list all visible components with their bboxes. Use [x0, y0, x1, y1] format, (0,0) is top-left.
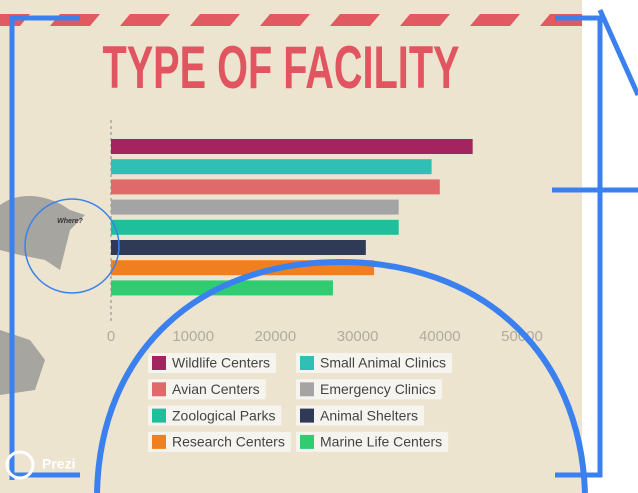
bar	[111, 159, 432, 175]
legend-background	[148, 431, 291, 452]
legend-label: Small Animal Clinics	[320, 355, 446, 371]
legend-background	[148, 379, 266, 400]
prezi-label: Prezi	[42, 456, 75, 472]
legend-background	[296, 431, 449, 452]
x-tick-label: 40000	[419, 328, 461, 345]
legend-label: Zoological Parks	[172, 407, 276, 423]
prezi-logo	[5, 450, 35, 480]
legend-label: Marine Life Centers	[320, 434, 442, 450]
frame-lines	[9, 8, 638, 480]
legend-background	[148, 353, 277, 373]
x-tick-label: 20000	[255, 328, 297, 345]
legend-background	[148, 405, 282, 426]
top-stripes	[0, 14, 582, 26]
bar	[111, 179, 440, 195]
legend-swatch	[300, 356, 314, 370]
legend-swatch	[152, 382, 166, 397]
chart-title: TYPE OF FACILITY	[103, 34, 460, 101]
legend-swatch	[152, 408, 166, 423]
x-tick-label: 30000	[337, 328, 379, 345]
where-label: Where?	[57, 218, 83, 225]
legend-label: Research Centers	[172, 434, 285, 450]
bar	[111, 199, 399, 215]
rhino-silhouette	[0, 195, 85, 395]
legend-swatch	[300, 434, 314, 449]
bar	[111, 219, 399, 235]
legend-background	[296, 405, 425, 426]
legend-swatch	[152, 434, 166, 449]
legend-background	[296, 379, 442, 400]
focus-arc	[94, 258, 588, 493]
legend-swatch	[300, 408, 314, 423]
bar	[111, 240, 366, 255]
legend-background	[296, 353, 453, 373]
x-tick-label: 0	[107, 328, 115, 345]
where-circle	[24, 198, 120, 294]
legend-label: Avian Centers	[172, 381, 260, 397]
legend-label: Emergency Clinics	[320, 381, 436, 397]
legend-label: Animal Shelters	[320, 407, 418, 423]
legend-swatch	[300, 382, 314, 397]
bar	[111, 139, 473, 154]
x-tick-label: 10000	[172, 328, 214, 345]
legend-swatch	[152, 356, 166, 370]
legend-label: Wildlife Centers	[172, 355, 270, 371]
